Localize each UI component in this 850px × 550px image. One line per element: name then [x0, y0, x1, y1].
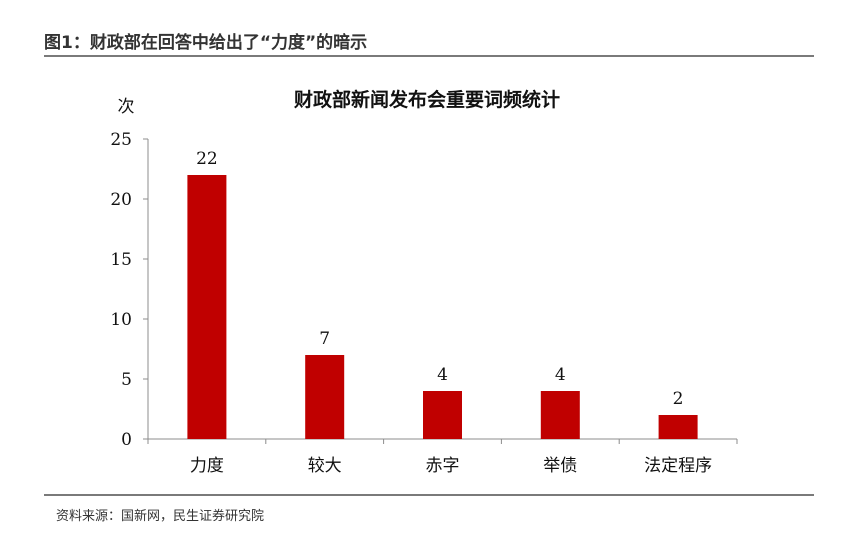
bars: [187, 175, 698, 439]
category-label: 法定程序: [644, 456, 712, 476]
y-tick-label: 20: [110, 190, 132, 210]
category-label: 较大: [308, 456, 342, 476]
y-tick-label: 0: [121, 430, 132, 450]
category-labels: 力度 较大 赤字 举债 法定程序: [190, 456, 712, 476]
data-label: 7: [319, 329, 330, 349]
y-tick-label: 10: [110, 310, 132, 330]
y-ticks: 0 5 10 15 20 25: [110, 130, 148, 450]
category-label: 举债: [543, 456, 577, 476]
y-tick-label: 25: [110, 130, 132, 150]
bar: [305, 355, 345, 439]
data-labels: 22 7 4 4 2: [196, 149, 683, 409]
bar: [658, 415, 698, 439]
y-tick-label: 15: [110, 250, 132, 270]
bar: [187, 175, 227, 439]
bar: [423, 391, 462, 439]
top-divider: [44, 55, 814, 57]
data-label: 4: [555, 365, 566, 385]
y-tick-label: 5: [121, 370, 132, 390]
category-label: 力度: [190, 456, 224, 476]
bottom-divider: [44, 494, 814, 496]
data-label: 4: [437, 365, 448, 385]
data-label: 2: [673, 389, 684, 409]
y-axis-unit-label: 次: [118, 97, 135, 117]
source-note: 资料来源：国新网，民生证券研究院: [56, 509, 265, 524]
bar: [540, 391, 580, 439]
category-label: 赤字: [426, 456, 460, 476]
data-label: 22: [196, 149, 218, 169]
figure-title: 图1：财政部在回答中给出了“力度”的暗示: [44, 33, 368, 53]
chart-title: 财政部新闻发布会重要词频统计: [294, 88, 560, 111]
